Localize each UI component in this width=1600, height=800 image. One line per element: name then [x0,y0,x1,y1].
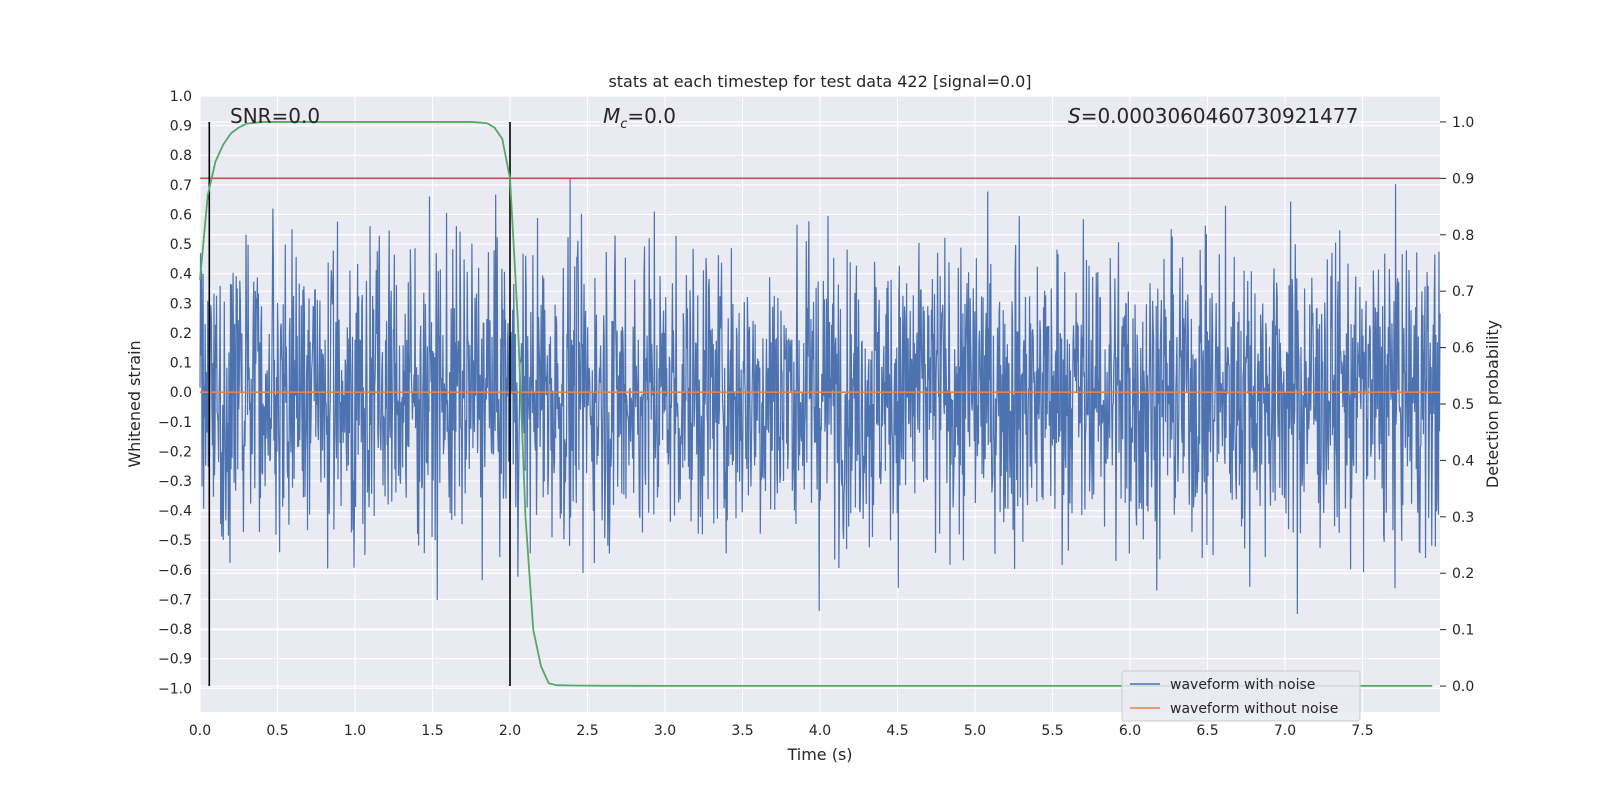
x-tick-label: 7.0 [1274,723,1296,739]
s-symbol: S [1068,104,1081,128]
y2-tick-label: 0.7 [1452,284,1474,300]
y-tick-label: 0.6 [170,207,192,223]
x-tick-label: 2.5 [576,723,598,739]
y2-tick-label: 0.9 [1452,171,1474,187]
y-tick-label: −0.3 [158,474,192,490]
y-tick-label: −0.5 [158,533,192,549]
y2-tick-label: 0.3 [1452,510,1474,526]
x-tick-label: 6.0 [1119,723,1141,739]
x-tick-label: 3.0 [654,723,676,739]
y2-tick-label: 0.4 [1452,453,1474,469]
y-tick-label: 0.4 [170,267,192,283]
y-tick-label: 0.3 [170,296,192,312]
y-tick-label: −0.7 [158,592,192,608]
x-tick-label: 5.5 [1041,723,1063,739]
axes: 0.0 0.5 1.0 1.5 2.0 2.5 3.0 3.5 4.0 4.5 5.0 5.5 6.0 6… [158,89,1474,739]
y-tick-label: 1.0 [170,89,192,105]
x-tick-label: 7.5 [1351,723,1373,739]
x-axis-label: Time (s) [786,745,852,764]
y2-tick-label: 0.0 [1452,679,1474,695]
x-tick-label: 5.0 [964,723,986,739]
y-axis-label: Whitened strain [125,340,144,467]
y-tick-label: −0.1 [158,415,192,431]
y-tick-label: −1.0 [158,681,192,697]
x-tick-label: 0.5 [266,723,288,739]
y-tick-label: −0.6 [158,563,192,579]
y2-tick-label: 1.0 [1452,115,1474,131]
legend-label-clean: waveform without noise [1170,701,1338,717]
x-tick-label: 1.0 [344,723,366,739]
x-tick-label: 2.0 [499,723,521,739]
x-tick-label: 3.5 [731,723,753,739]
legend: waveform with noise waveform without noi… [1121,670,1361,722]
s-value: =0.0003060460730921477 [1081,104,1359,128]
y-tick-label: 0.9 [170,119,192,135]
y2-tick-label: 0.8 [1452,228,1474,244]
chart-marks [199,121,1440,687]
y-tick-label: 0.5 [170,237,192,253]
y2-tick-label: 0.1 [1452,623,1474,639]
x-tick-label: 6.5 [1196,723,1218,739]
y2-tick-label: 0.6 [1452,341,1474,357]
chart-title: stats at each timestep for test data 422… [608,72,1031,91]
mc-subscript: c [620,117,627,132]
y-tick-label: −0.8 [158,622,192,638]
y-tick-label: −0.2 [158,444,192,460]
legend-box [1121,670,1361,722]
snr-annotation: SNR=0.0 [230,104,320,128]
waveform-with-noise-line [199,178,1441,615]
y-tick-label: 0.1 [170,356,192,372]
mc-annotation: Mc=0.0 [603,104,676,132]
y2-tick-label: 0.5 [1452,397,1474,413]
y2-axis-label: Detection probability [1483,320,1502,488]
x-tick-label: 1.5 [421,723,443,739]
x-tick-label: 4.0 [809,723,831,739]
y-tick-label: 0.8 [170,148,192,164]
y2-tick-label: 0.2 [1452,566,1474,582]
x-tick-label: 0.0 [189,723,211,739]
y-tick-label: −0.9 [158,652,192,668]
mc-value: =0.0 [627,104,676,128]
y-tick-label: 0.2 [170,326,192,342]
series-waveform-with-noise [199,178,1441,615]
y-tick-label: 0.0 [170,385,192,401]
y-tick-label: 0.7 [170,178,192,194]
y-tick-label: −0.4 [158,504,192,520]
detection-probability-line [199,121,1433,687]
mc-symbol: M [603,104,620,128]
x-tick-label: 4.5 [886,723,908,739]
legend-label-noise: waveform with noise [1170,677,1315,693]
s-annotation: S=0.0003060460730921477 [1068,104,1358,128]
